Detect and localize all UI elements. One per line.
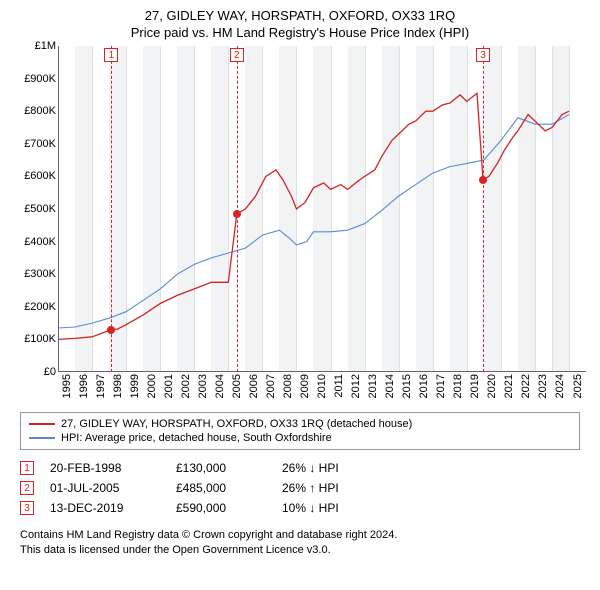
y-tick-label: £0 <box>44 366 56 378</box>
footer-line-2: This data is licensed under the Open Gov… <box>20 543 580 558</box>
sales-price: £485,000 <box>176 481 266 495</box>
property-line <box>58 93 569 339</box>
x-tick-label: 2014 <box>384 374 396 398</box>
sale-dot <box>233 210 241 218</box>
sales-date: 20-FEB-1998 <box>50 461 160 475</box>
sales-price: £130,000 <box>176 461 266 475</box>
x-tick-label: 1998 <box>112 374 124 398</box>
event-marker: 1 <box>104 48 118 62</box>
x-tick-label: 2002 <box>180 374 192 398</box>
legend: 27, GIDLEY WAY, HORSPATH, OXFORD, OX33 1… <box>20 412 580 450</box>
y-tick-label: £900K <box>24 73 56 85</box>
x-tick-label: 2023 <box>537 374 549 398</box>
title-block: 27, GIDLEY WAY, HORSPATH, OXFORD, OX33 1… <box>10 8 590 40</box>
sales-table: 1 20-FEB-1998 £130,000 26% ↓ HPI 2 01-JUL-200… <box>20 458 580 518</box>
chart: £0 £100K £200K £300K £400K £500K £600K £700K £80… <box>14 46 586 406</box>
x-tick-label: 2019 <box>469 374 481 398</box>
event-marker: 2 <box>230 48 244 62</box>
chart-container: 27, GIDLEY WAY, HORSPATH, OXFORD, OX33 1… <box>0 0 600 590</box>
sales-badge: 3 <box>20 501 34 515</box>
sales-row: 2 01-JUL-2005 £485,000 26% ↑ HPI <box>20 478 580 498</box>
y-tick-label: £100K <box>24 333 56 345</box>
sales-diff: 26% ↑ HPI <box>282 481 339 495</box>
x-tick-label: 1997 <box>95 374 107 398</box>
y-tick-label: £700K <box>24 138 56 150</box>
x-tick-label: 2003 <box>197 374 209 398</box>
x-tick-label: 1995 <box>61 374 73 398</box>
y-axis: £0£100K£200K£300K£400K£500K£600K£700K£80… <box>14 46 58 372</box>
x-axis: 1995 1996 1997 1998 1999 2000 2001 2002 2003 2004… <box>58 372 586 406</box>
sales-diff: 10% ↓ HPI <box>282 501 339 515</box>
x-tick-label: 2010 <box>316 374 328 398</box>
chart-subtitle: Price paid vs. HM Land Registry's House … <box>10 25 590 40</box>
y-tick-label: £200K <box>24 301 56 313</box>
legend-row: HPI: Average price, detached house, Sout… <box>29 431 571 445</box>
x-tick-label: 1999 <box>129 374 141 398</box>
sales-row: 3 13-DEC-2019 £590,000 10% ↓ HPI <box>20 498 580 518</box>
y-tick-label: £800K <box>24 105 56 117</box>
event-line <box>111 46 112 372</box>
x-tick-label: 2018 <box>452 374 464 398</box>
x-tick-label: 2013 <box>367 374 379 398</box>
chart-title: 27, GIDLEY WAY, HORSPATH, OXFORD, OX33 1… <box>10 8 590 23</box>
x-tick-label: 2015 <box>401 374 413 398</box>
x-tick-label: 2004 <box>214 374 226 398</box>
y-tick-label: £600K <box>24 170 56 182</box>
y-tick-label: £500K <box>24 203 56 215</box>
x-tick-label: 2005 <box>231 374 243 398</box>
sale-dot <box>479 176 487 184</box>
y-axis-line <box>58 46 59 372</box>
sales-date: 01-JUL-2005 <box>50 481 160 495</box>
hpi-line <box>58 115 569 329</box>
x-tick-label: 2025 <box>572 374 584 398</box>
legend-row: 27, GIDLEY WAY, HORSPATH, OXFORD, OX33 1… <box>29 417 571 431</box>
footer: Contains HM Land Registry data © Crown c… <box>20 528 580 558</box>
legend-swatch <box>29 423 55 425</box>
x-tick-label: 2011 <box>333 374 345 398</box>
plot-area: 1 2 3 <box>58 46 586 372</box>
x-tick-label: 2008 <box>282 374 294 398</box>
sales-badge: 1 <box>20 461 34 475</box>
y-tick-label: £300K <box>24 268 56 280</box>
sales-badge: 2 <box>20 481 34 495</box>
x-tick-label: 2016 <box>418 374 430 398</box>
legend-label: 27, GIDLEY WAY, HORSPATH, OXFORD, OX33 1… <box>61 418 412 430</box>
y-tick-label: £400K <box>24 236 56 248</box>
x-tick-label: 2006 <box>248 374 260 398</box>
x-tick-label: 2009 <box>299 374 311 398</box>
legend-label: HPI: Average price, detached house, Sout… <box>61 432 332 444</box>
legend-swatch <box>29 437 55 439</box>
line-series <box>58 46 586 372</box>
x-tick-label: 2012 <box>350 374 362 398</box>
event-marker: 3 <box>476 48 490 62</box>
x-tick-label: 2001 <box>163 374 175 398</box>
footer-line-1: Contains HM Land Registry data © Crown c… <box>20 528 580 543</box>
x-tick-label: 2024 <box>554 374 566 398</box>
sales-date: 13-DEC-2019 <box>50 501 160 515</box>
x-tick-label: 2017 <box>435 374 447 398</box>
x-tick-label: 2022 <box>520 374 532 398</box>
x-tick-label: 1996 <box>78 374 90 398</box>
x-tick-label: 2007 <box>265 374 277 398</box>
sales-row: 1 20-FEB-1998 £130,000 26% ↓ HPI <box>20 458 580 478</box>
x-tick-label: 2020 <box>486 374 498 398</box>
sales-price: £590,000 <box>176 501 266 515</box>
sales-diff: 26% ↓ HPI <box>282 461 339 475</box>
sale-dot <box>107 326 115 334</box>
x-tick-label: 2021 <box>503 374 515 398</box>
y-tick-label: £1M <box>35 40 56 52</box>
x-tick-label: 2000 <box>146 374 158 398</box>
event-line <box>483 46 484 372</box>
